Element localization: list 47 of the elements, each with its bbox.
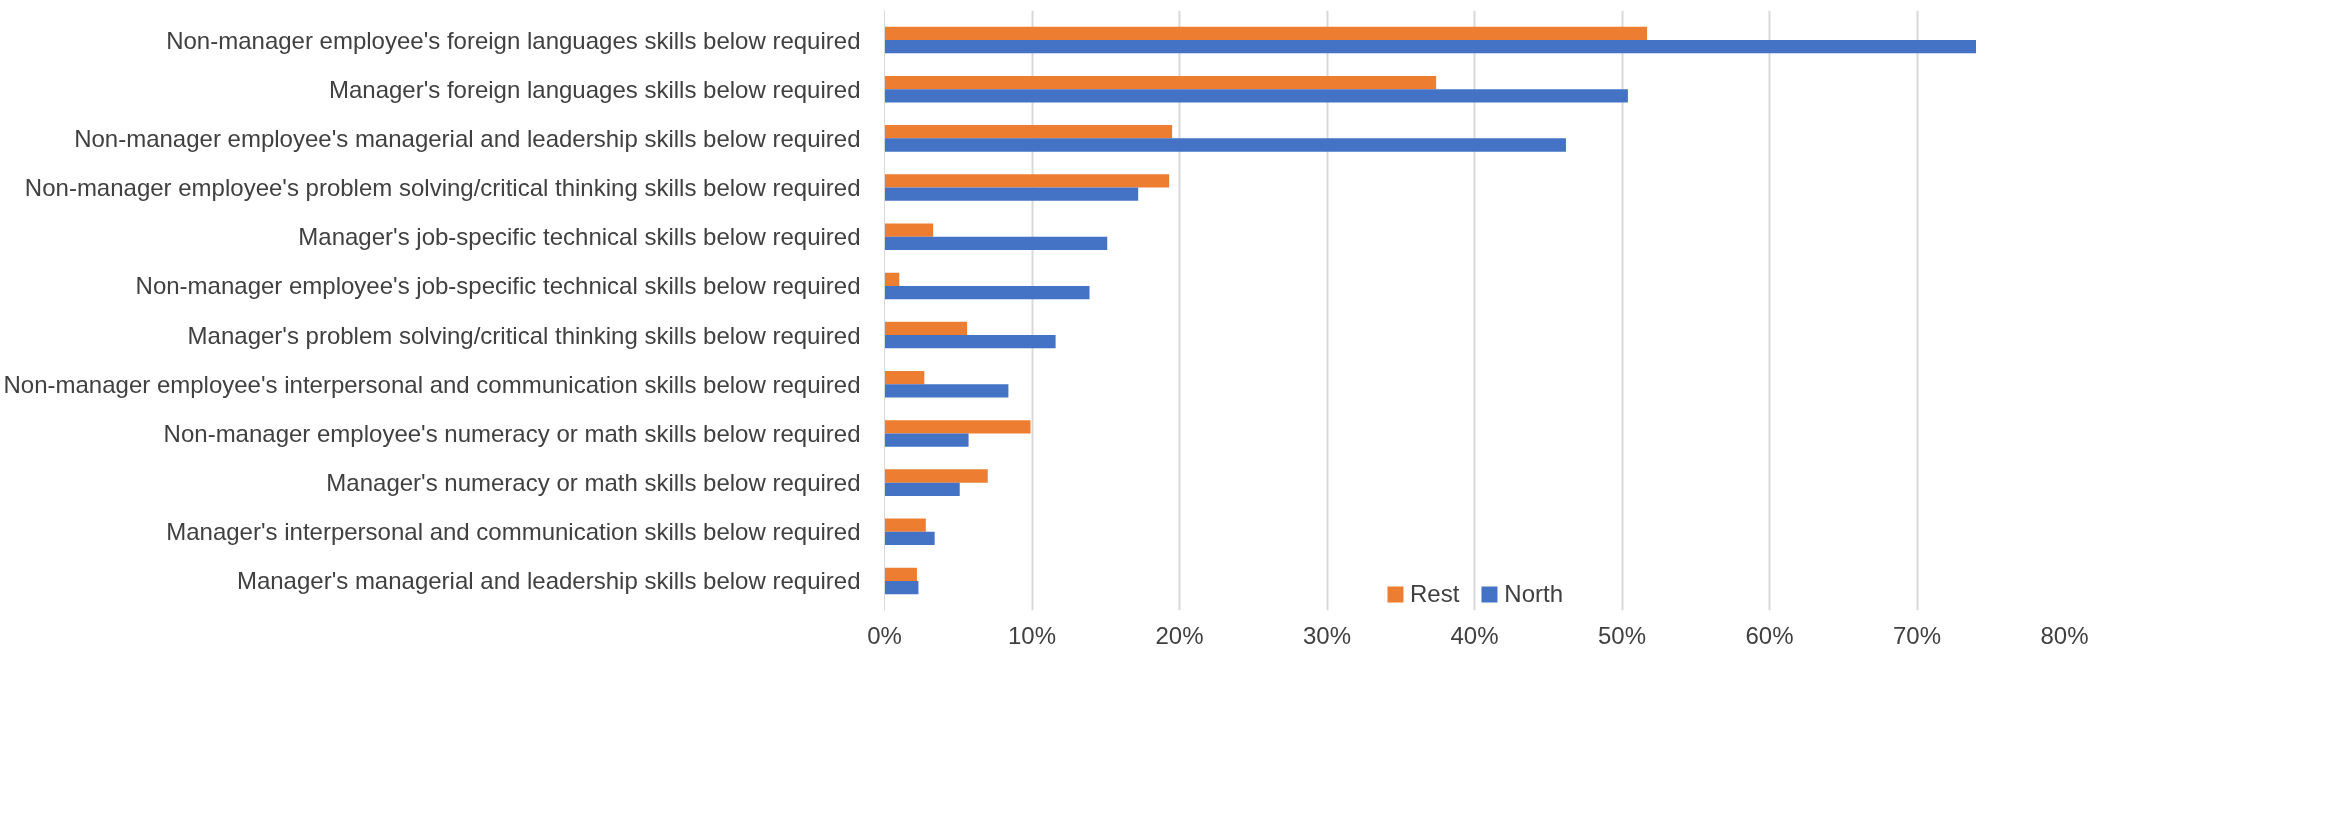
bar — [884, 433, 969, 447]
bar — [884, 26, 1648, 41]
bar — [884, 420, 1031, 434]
bar — [884, 187, 1139, 201]
legend-label: North — [1504, 580, 1564, 608]
x-tick-label: 70% — [1892, 621, 1942, 649]
bar — [884, 482, 960, 496]
x-tick-label: 60% — [1745, 621, 1794, 649]
x-tick-label: 80% — [2040, 621, 2089, 649]
x-tick-label: 30% — [1302, 621, 1352, 649]
y-tick-label: Manager's foreign languages skills below required — [328, 75, 861, 103]
bar — [884, 335, 1056, 349]
x-tick-label: 40% — [1450, 621, 1499, 649]
bar — [884, 272, 900, 286]
bar — [884, 518, 926, 532]
x-tick-label: 50% — [1597, 621, 1647, 649]
x-tick-label: 10% — [1007, 621, 1057, 649]
bar — [884, 125, 1173, 139]
bar — [884, 75, 1437, 90]
bar — [884, 469, 988, 483]
y-tick-label: Non-manager employee's interpersonal and communication skills below required — [3, 370, 861, 398]
bar — [884, 531, 935, 546]
y-tick-label: Non-manager employee's foreign languages skills below required — [166, 26, 861, 54]
y-tick-label: Manager's interpersonal and communication skills below required — [166, 518, 861, 546]
y-tick-label: Non-manager employee's numeracy or math skills below required — [163, 419, 861, 447]
bar — [884, 370, 925, 385]
bar — [884, 321, 968, 336]
y-tick-label: Non-manager employee's job-specific technical skills below required — [135, 272, 861, 300]
y-tick-label: Manager's managerial and leadership skills below required — [236, 567, 861, 595]
x-tick-label: 0% — [867, 621, 902, 649]
bar — [884, 567, 917, 581]
bar — [884, 285, 1090, 300]
y-tick-label: Non-manager employee's problem solving/critical thinking skills below required — [24, 174, 861, 202]
bar — [884, 138, 1566, 152]
bar — [884, 174, 1170, 188]
bar — [884, 580, 919, 595]
bar — [884, 40, 1976, 54]
bar — [884, 384, 1009, 398]
legend-label: Rest — [1409, 580, 1460, 608]
y-tick-label: Manager's job-specific technical skills below required — [298, 223, 861, 251]
y-tick-label: Manager's numeracy or math skills below required — [326, 469, 861, 497]
x-tick-label: 20% — [1155, 621, 1204, 649]
y-tick-label: Manager's problem solving/critical thinking skills below required — [187, 321, 861, 349]
bar — [884, 223, 934, 237]
bar — [884, 89, 1628, 103]
bar — [884, 236, 1108, 251]
y-tick-label: Non-manager employee's managerial and leadership skills below required — [74, 124, 861, 152]
